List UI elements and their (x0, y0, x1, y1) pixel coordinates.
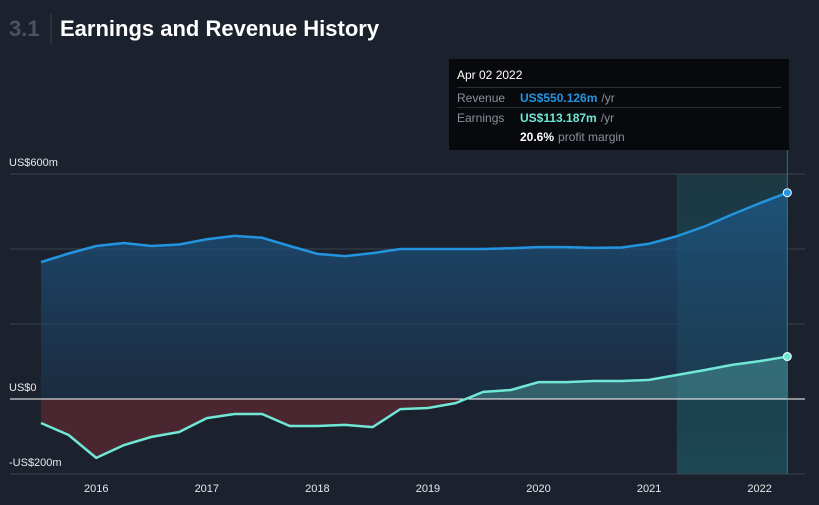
y-tick-label: US$0 (9, 382, 37, 394)
series-line (40, 191, 788, 264)
end-marker (782, 352, 792, 362)
tooltip: Apr 02 2022 Revenue US$550.126m /yr Earn… (449, 59, 789, 150)
y-tick-label: US$600m (9, 157, 58, 169)
tooltip-unit: /yr (600, 110, 615, 125)
tooltip-unit: /yr (601, 90, 615, 105)
x-tick-label: 2017 (195, 483, 219, 495)
chart-title: Earnings and Revenue History (60, 16, 380, 41)
tooltip-row: Earnings US$113.187m /yr (457, 107, 781, 127)
x-tick-label: 2022 (747, 483, 771, 495)
tooltip-label: Earnings (457, 110, 505, 125)
tooltip-date: Apr 02 2022 (457, 68, 523, 82)
earnings-area-positive (40, 356, 788, 399)
tooltip-margin: 20.6% (520, 129, 555, 144)
x-tick-label: 2021 (637, 483, 661, 495)
tooltip-margin-label: profit margin (558, 129, 625, 144)
earnings-area-negative (40, 399, 788, 458)
tooltip-value: US$550.126m (520, 90, 598, 105)
end-marker (782, 188, 792, 198)
y-tick-label: -US$200m (9, 457, 62, 469)
tooltip-row: Revenue US$550.126m /yr (457, 87, 781, 107)
revenue-area (40, 192, 788, 399)
x-tick-label: 2016 (84, 483, 108, 495)
tooltip-row: 20.6% profit margin (457, 127, 781, 146)
x-tick-label: 2020 (526, 483, 550, 495)
tooltip-label: Revenue (457, 90, 506, 105)
x-tick-label: 2018 (305, 483, 329, 495)
x-tick-label: 2019 (416, 483, 440, 495)
series-line (40, 355, 788, 460)
tooltip-value: US$113.187m (520, 110, 597, 125)
section-number: 3.1 (9, 16, 40, 41)
